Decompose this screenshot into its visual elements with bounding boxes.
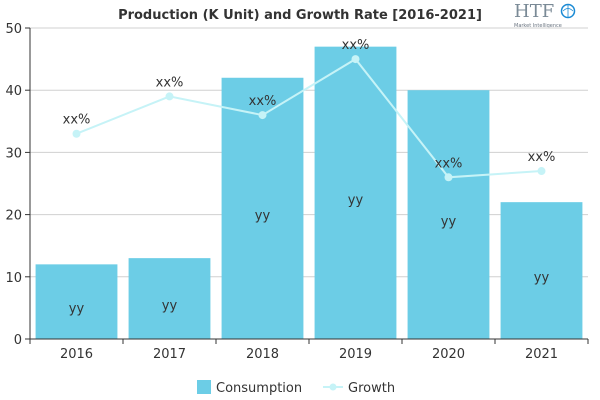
y-tick-label: 30 <box>5 146 22 161</box>
growth-point <box>258 111 267 120</box>
y-tick-label: 50 <box>5 22 22 37</box>
growth-point <box>537 167 546 176</box>
growth-label: xx% <box>528 150 556 165</box>
legend-label-consumption: Consumption <box>216 381 302 396</box>
x-tick-label: 2018 <box>246 347 279 362</box>
bar-label: yy <box>534 271 550 286</box>
legend-label-growth: Growth <box>348 381 395 396</box>
x-tick-label: 2016 <box>60 347 93 362</box>
chart-title: Production (K Unit) and Growth Rate [201… <box>118 8 482 23</box>
bar-label: yy <box>69 302 85 317</box>
legend-swatch-consumption <box>197 380 211 394</box>
axes <box>29 28 589 344</box>
legend-marker-growth <box>329 383 337 391</box>
growth-label: xx% <box>249 94 277 109</box>
x-tick-label: 2017 <box>153 347 186 362</box>
bar <box>128 258 211 339</box>
logo: HTF Market Intelligence <box>514 1 576 29</box>
y-tick-label: 0 <box>14 333 22 348</box>
growth-point <box>351 55 360 64</box>
bar <box>35 264 118 339</box>
bar <box>500 202 583 339</box>
bar <box>221 77 304 339</box>
logo-text: HTF <box>514 1 554 22</box>
y-tick-label: 40 <box>5 84 22 99</box>
bar-label: yy <box>255 208 271 223</box>
growth-point <box>444 173 453 182</box>
bar <box>314 46 397 339</box>
data-labels: yy yy yy yy yy yy xx% xx% xx% xx% xx% xx% <box>63 38 556 317</box>
bar-label: yy <box>441 215 457 230</box>
x-tick-label: 2021 <box>525 347 558 362</box>
gridlines <box>25 27 588 340</box>
growth-label: xx% <box>63 113 91 128</box>
y-tick-label: 10 <box>5 271 22 286</box>
x-tick-label: 2019 <box>339 347 372 362</box>
tick-labels: 0 10 20 30 40 50 2016 2017 2018 2019 2020 2021 <box>5 22 558 362</box>
logo-subtext: Market Intelligence <box>514 23 562 29</box>
growth-label: xx% <box>342 38 370 53</box>
growth-label: xx% <box>156 75 184 90</box>
bar-label: yy <box>162 299 178 314</box>
logo-globe-lines-icon <box>562 4 574 18</box>
growth-label: xx% <box>435 156 463 171</box>
growth-line <box>76 57 542 179</box>
bar <box>407 90 490 339</box>
x-tick-label: 2020 <box>432 347 465 362</box>
legend[interactable]: Consumption Growth <box>197 380 395 396</box>
bar-series <box>35 46 583 339</box>
bar-label: yy <box>348 193 364 208</box>
growth-point <box>72 129 81 138</box>
growth-point <box>165 92 174 101</box>
y-tick-label: 20 <box>5 209 22 224</box>
line-series <box>72 55 546 182</box>
